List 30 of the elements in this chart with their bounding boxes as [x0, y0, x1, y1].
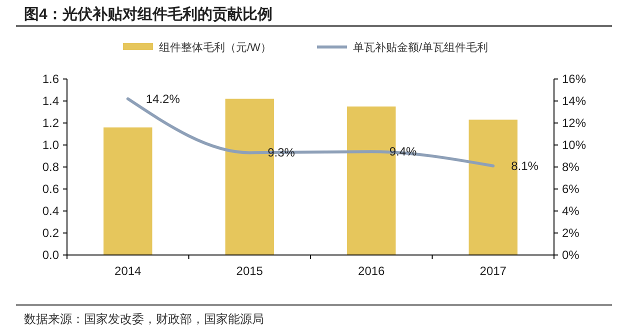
- data-label: 14.2%: [146, 92, 180, 106]
- y2-tick-label: 14%: [562, 94, 586, 108]
- y2-tick-label: 0%: [562, 248, 580, 262]
- legend-label: 组件整体毛利（元/W）: [159, 41, 272, 54]
- y2-tick-label: 16%: [562, 72, 586, 86]
- legend-label: 单瓦补贴金额/单瓦组件毛利: [353, 41, 488, 54]
- y-tick-label: 0.4: [42, 204, 60, 218]
- y-tick-label: 1.2: [42, 116, 60, 130]
- chart-title: 图4：光伏补贴对组件毛利的贡献比例: [24, 5, 272, 23]
- y2-tick-label: 10%: [562, 138, 586, 152]
- y2-tick-label: 4%: [562, 204, 580, 218]
- y-tick-label: 1.0: [42, 138, 60, 152]
- y2-tick-label: 6%: [562, 182, 580, 196]
- x-tick-label: 2015: [236, 264, 264, 278]
- y2-tick-label: 12%: [562, 116, 586, 130]
- x-tick-label: 2014: [114, 264, 142, 278]
- y2-tick-label: 8%: [562, 160, 580, 174]
- data-label: 9.3%: [268, 146, 296, 160]
- y-tick-label: 0.6: [42, 182, 60, 196]
- x-tick-label: 2017: [480, 264, 507, 278]
- y2-tick-label: 2%: [562, 226, 580, 240]
- y-tick-label: 0.8: [42, 160, 60, 174]
- data-label: 9.4%: [389, 144, 418, 159]
- y-tick-label: 0.2: [42, 226, 60, 240]
- source-note: 数据来源：国家发改委，财政部，国家能源局: [24, 312, 264, 326]
- y-tick-label: 0.0: [42, 248, 60, 262]
- y-tick-label: 1.4: [42, 94, 60, 108]
- bar: [104, 127, 152, 255]
- y-tick-label: 1.6: [42, 72, 60, 86]
- x-tick-label: 2016: [358, 264, 386, 278]
